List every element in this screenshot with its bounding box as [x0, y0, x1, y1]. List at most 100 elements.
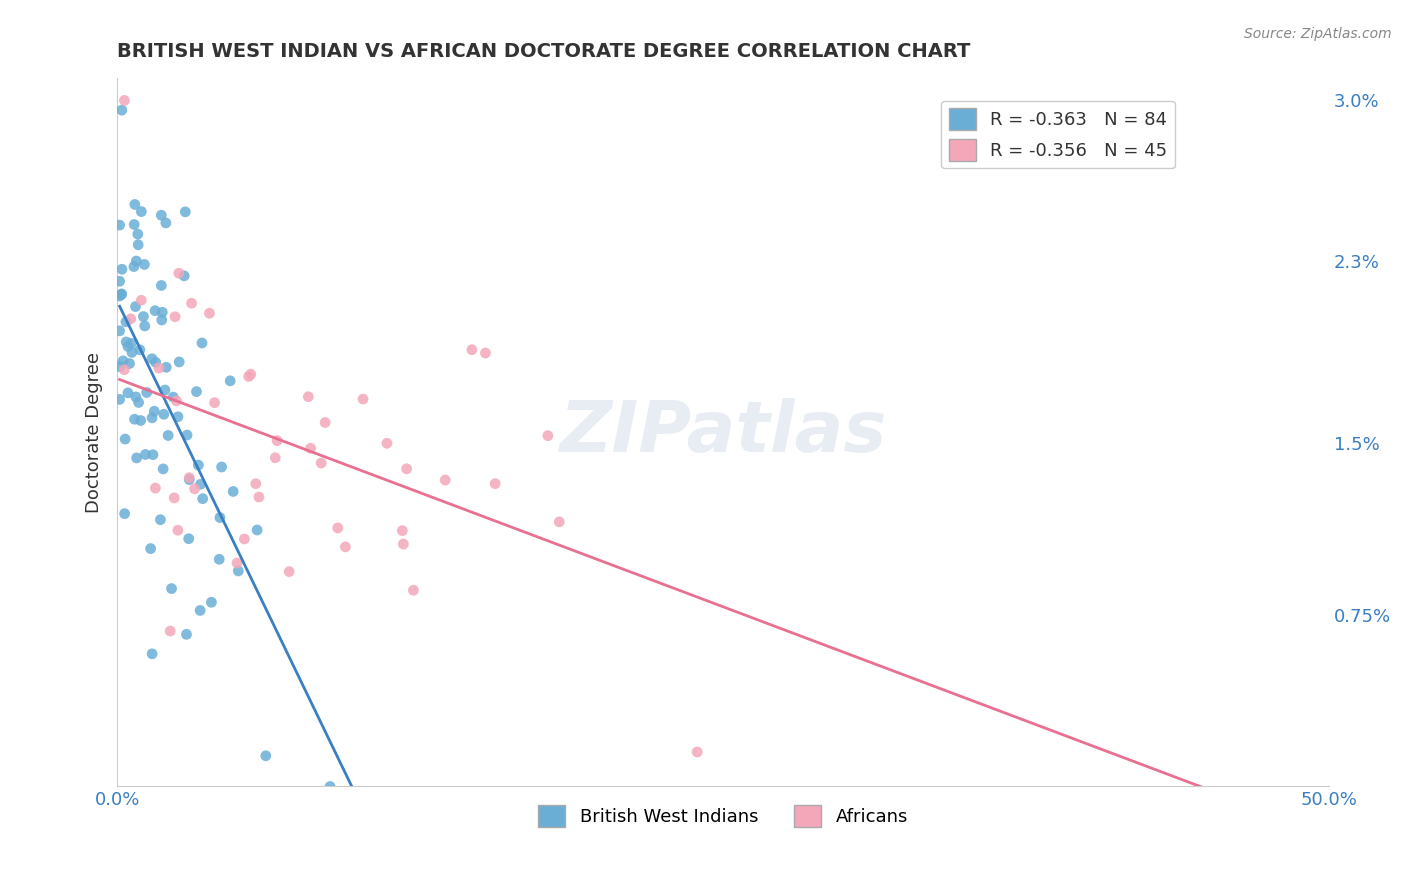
British West Indians [122, 218, 145, 232]
British West Indians [176, 627, 198, 641]
Africans [239, 368, 262, 382]
British West Indians [208, 552, 231, 566]
British West Indians [173, 268, 195, 283]
Africans [278, 565, 301, 579]
Text: BRITISH WEST INDIAN VS AFRICAN DOCTORATE DEGREE CORRELATION CHART: BRITISH WEST INDIAN VS AFRICAN DOCTORATE… [117, 42, 970, 61]
British West Indians [117, 339, 139, 353]
British West Indians [186, 384, 208, 399]
Africans [163, 310, 186, 324]
British West Indians [167, 409, 190, 424]
Africans [159, 624, 181, 638]
British West Indians [179, 473, 201, 487]
Africans [335, 540, 357, 554]
British West Indians [141, 647, 163, 661]
Y-axis label: Doctorate Degree: Doctorate Degree [86, 351, 103, 513]
British West Indians [127, 237, 149, 252]
British West Indians [125, 254, 148, 268]
Text: Source: ZipAtlas.com: Source: ZipAtlas.com [1244, 27, 1392, 41]
British West Indians [219, 374, 242, 388]
British West Indians [134, 257, 156, 271]
British West Indians [114, 432, 136, 446]
British West Indians [132, 310, 155, 324]
Africans [204, 395, 226, 409]
British West Indians [160, 582, 183, 596]
British West Indians [226, 564, 249, 578]
Africans [226, 556, 249, 570]
Africans [145, 481, 167, 495]
British West Indians [145, 355, 167, 369]
British West Indians [125, 390, 148, 404]
Africans [326, 521, 349, 535]
British West Indians [188, 603, 211, 617]
British West Indians [176, 428, 198, 442]
British West Indians [139, 541, 162, 556]
British West Indians [124, 412, 146, 426]
Africans [112, 362, 135, 376]
British West Indians [254, 748, 277, 763]
Africans [548, 515, 571, 529]
British West Indians [155, 216, 177, 230]
British West Indians [190, 477, 212, 491]
Africans [395, 462, 418, 476]
Africans [247, 490, 270, 504]
British West Indians [319, 780, 342, 794]
British West Indians [115, 334, 138, 349]
British West Indians [124, 300, 146, 314]
Africans [686, 745, 709, 759]
Africans [198, 306, 221, 320]
British West Indians [157, 428, 180, 442]
British West Indians [162, 390, 184, 404]
Africans [179, 471, 201, 485]
British West Indians [153, 383, 176, 397]
British West Indians [174, 205, 197, 219]
British West Indians [142, 448, 165, 462]
British West Indians [111, 286, 134, 301]
British West Indians [187, 458, 209, 472]
British West Indians [124, 197, 146, 211]
British West Indians [134, 318, 156, 333]
British West Indians [122, 260, 145, 274]
Africans [167, 266, 190, 280]
British West Indians [153, 407, 176, 421]
British West Indians [200, 595, 222, 609]
Legend: British West Indians, Africans: British West Indians, Africans [531, 797, 915, 834]
Africans [238, 369, 260, 384]
British West Indians [115, 315, 138, 329]
Africans [114, 94, 136, 108]
British West Indians [152, 462, 174, 476]
British West Indians [128, 343, 150, 357]
Africans [474, 346, 496, 360]
Africans [434, 473, 457, 487]
British West Indians [208, 510, 231, 524]
British West Indians [131, 204, 153, 219]
British West Indians [246, 523, 269, 537]
Africans [537, 428, 560, 442]
British West Indians [143, 303, 166, 318]
British West Indians [191, 491, 214, 506]
Africans [120, 311, 142, 326]
British West Indians [108, 274, 131, 288]
Africans [245, 476, 267, 491]
Africans [352, 392, 374, 406]
Africans [266, 434, 288, 448]
Africans [233, 532, 256, 546]
British West Indians [135, 385, 157, 400]
Africans [484, 476, 506, 491]
British West Indians [120, 336, 142, 351]
British West Indians [141, 351, 163, 366]
British West Indians [155, 360, 177, 375]
British West Indians [222, 484, 245, 499]
British West Indians [143, 404, 166, 418]
Africans [375, 436, 398, 450]
British West Indians [118, 357, 141, 371]
British West Indians [150, 313, 173, 327]
British West Indians [177, 532, 200, 546]
British West Indians [114, 507, 136, 521]
British West Indians [129, 413, 152, 427]
British West Indians [108, 359, 131, 374]
Africans [163, 491, 186, 505]
British West Indians [167, 355, 190, 369]
British West Indians [150, 208, 173, 222]
British West Indians [128, 395, 150, 409]
British West Indians [211, 460, 233, 475]
